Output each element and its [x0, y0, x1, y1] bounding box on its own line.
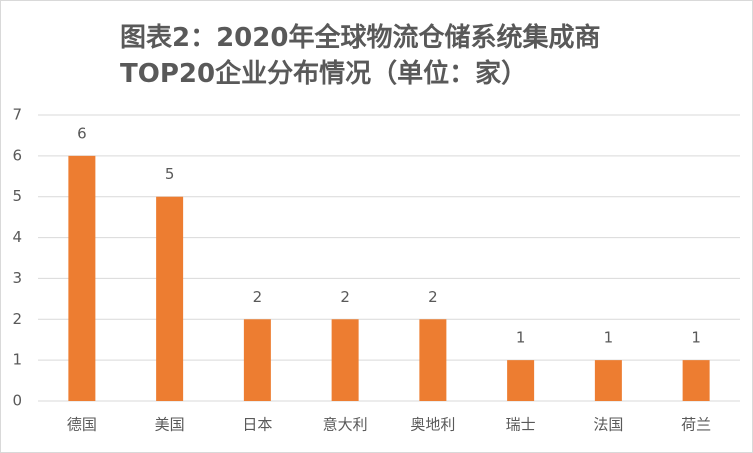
x-tick-label: 日本: [242, 416, 272, 434]
chart-title: TOP20企业分布情况（单位：家）: [120, 58, 527, 89]
y-tick-label: 2: [12, 310, 22, 328]
x-tick-label: 奥地利: [410, 416, 455, 434]
y-tick-label: 7: [12, 106, 22, 124]
bar: [419, 319, 447, 401]
data-label: 1: [691, 329, 701, 347]
x-tick-label: 意大利: [323, 416, 368, 434]
y-tick-label: 5: [12, 187, 22, 205]
bar: [682, 360, 710, 401]
bar: [507, 360, 535, 401]
y-tick-label: 6: [12, 146, 22, 164]
y-tick-label: 0: [12, 392, 22, 410]
y-tick-label: 1: [12, 351, 22, 369]
chart-title: 图表2：2020年全球物流仓储系统集成商: [120, 22, 600, 53]
x-tick-label: 美国: [155, 416, 185, 434]
bar: [68, 155, 96, 401]
x-tick-label: 荷兰: [681, 416, 711, 434]
x-tick-label: 瑞士: [506, 416, 536, 434]
data-label: 2: [340, 288, 350, 306]
data-label: 1: [516, 329, 526, 347]
data-label: 1: [604, 329, 614, 347]
bar: [243, 319, 271, 401]
data-label: 2: [428, 288, 438, 306]
x-tick-label: 德国: [67, 416, 97, 434]
x-tick-label: 法国: [593, 416, 623, 434]
bar: [331, 319, 359, 401]
bar: [594, 360, 622, 401]
data-label: 6: [77, 124, 87, 142]
bar: [156, 196, 184, 401]
data-label: 2: [253, 288, 263, 306]
y-tick-label: 4: [12, 228, 22, 246]
y-tick-label: 3: [12, 269, 22, 287]
data-label: 5: [165, 165, 175, 183]
